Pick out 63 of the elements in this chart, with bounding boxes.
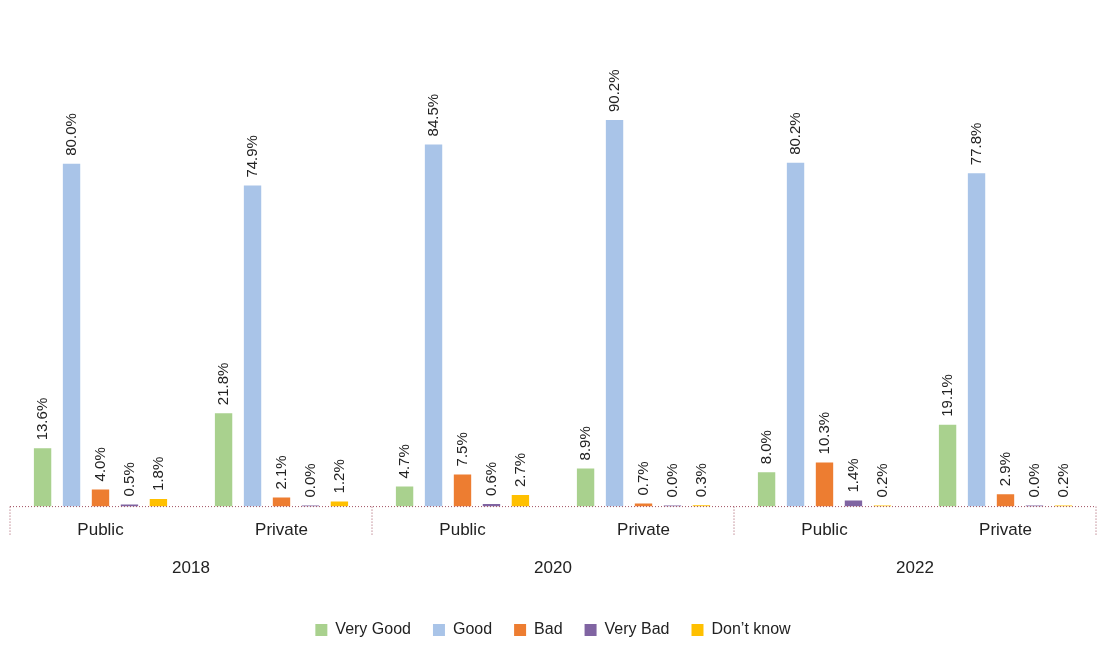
bar [424,144,443,507]
data-label: 0.3% [691,463,709,498]
data-label: 0.5% [119,462,137,497]
data-label: 74.9% [242,135,260,178]
data-label: 0.2% [1053,463,1071,498]
data-label: 0.2% [872,463,890,498]
text: 2018 [172,558,210,578]
data-label: 1.2% [329,459,347,494]
data-label: 80.0% [61,113,79,156]
bar [330,501,349,507]
data-label: 90.2% [604,69,622,112]
data-label: 0.6% [481,461,499,497]
bar [214,413,233,507]
data-label: 84.5% [423,93,441,137]
bar [120,504,139,507]
data-label: 0.7% [633,461,651,496]
data-label: 0.0% [300,463,318,498]
data-label: 4.7% [394,444,412,479]
bar [453,474,472,507]
data-label: 4.0% [90,447,108,482]
bar [967,173,986,507]
data-label: 0.0% [1024,463,1042,498]
data-label: 2.7% [510,452,528,488]
legend-label: Very Bad [604,620,670,638]
data-label: 8.9% [575,426,593,461]
bar [605,120,624,507]
legend-label: Good [452,620,493,638]
data-label: 7.5% [452,432,470,467]
legend-label: Bad [534,620,563,638]
bar [511,495,530,507]
bar [757,472,776,507]
bar [815,462,834,507]
data-label: 8.0% [756,430,774,465]
data-label: 21.8% [213,362,231,406]
x-tick-label: Public [439,520,487,540]
x-tick-label: Public [77,520,125,540]
bar [91,489,110,507]
data-label: 0.0% [662,463,680,498]
data-label: 10.3% [814,411,832,455]
bar [243,185,262,507]
data-label: 1.4% [843,458,861,493]
x-tick-label: Private [255,520,308,540]
legend-label: Very Good [335,620,411,638]
x-tick-label: Private [979,520,1032,540]
bar [576,468,595,507]
data-label: 77.8% [966,122,984,166]
x-tick-label: Private [617,520,670,540]
legend-label: Don’t know [711,620,792,638]
data-label: 19.1% [937,374,955,417]
data-label: 13.6% [32,397,50,441]
x-tick-label: Public [801,520,849,540]
data-label: 1.8% [148,456,166,491]
bar [996,494,1015,507]
bar [33,448,52,507]
text: 2022 [896,558,934,578]
data-label: 2.9% [995,451,1013,487]
bar [395,486,414,507]
text: 2020 [534,558,572,578]
bar [62,163,81,507]
bar [786,162,805,507]
bar [938,424,957,507]
data-label: 80.2% [785,112,803,155]
data-label: 2.1% [271,455,289,490]
